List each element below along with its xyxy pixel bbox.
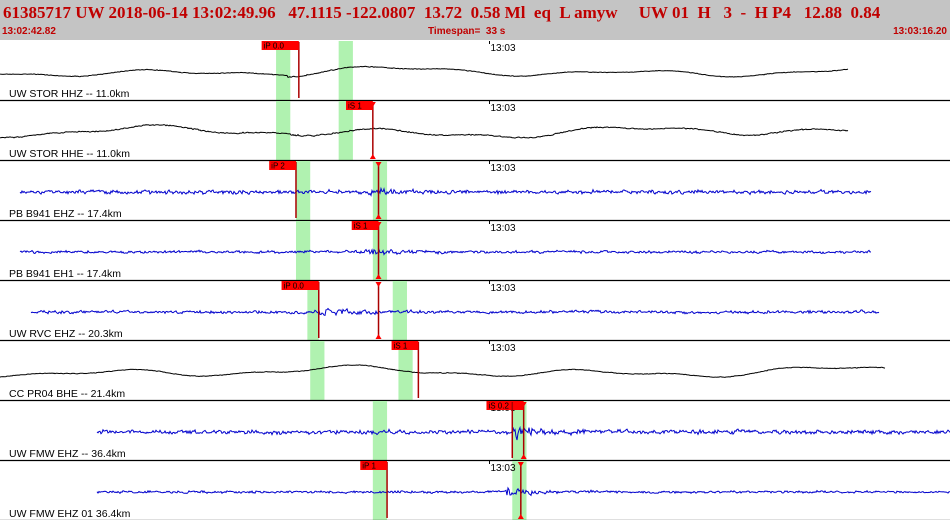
phase-window (276, 101, 291, 160)
phase-pick-flag[interactable] (360, 461, 388, 470)
phase-window (398, 341, 413, 400)
waveform (19, 247, 872, 256)
phase-window (372, 161, 388, 220)
trace-row[interactable]: 13:03 iS 1 CC PR04 BHE -- 21.4km (0, 341, 950, 402)
phase-pick-label: iP 1 (362, 462, 376, 471)
phase-pick-flag[interactable] (281, 281, 319, 290)
waveform (19, 186, 872, 197)
phase-window (372, 401, 388, 460)
phase-window (310, 341, 325, 400)
pick-bottom-marker (520, 454, 527, 459)
phase-pick-flag[interactable] (351, 221, 379, 230)
pick-top-marker (375, 222, 382, 227)
trace-row[interactable]: 13:03 iP 2 PB B941 EHZ -- 17.4km (0, 161, 950, 222)
station-label: PB B941 EH1 -- 17.4km (9, 268, 121, 280)
phase-window (276, 41, 291, 100)
pick-bottom-marker (375, 334, 382, 339)
event-header: 61385717 UW 2018-06-14 13:02:49.96 47.11… (0, 0, 950, 40)
seismogram-panel[interactable]: 13:03 iP 0.0 UW STOR HHZ -- 11.0km 13:03 iS … (0, 40, 950, 520)
phase-window (338, 41, 353, 100)
phase-pick-label: iS 1 (354, 222, 368, 231)
waveform (96, 486, 950, 497)
phase-window (295, 161, 311, 220)
trace-row[interactable]: 13:03 iP 0.0 UW RVC EHZ -- 20.3km (0, 281, 950, 342)
phase-window (338, 101, 353, 160)
pick-top-marker (517, 462, 524, 467)
pick-top-marker (375, 162, 382, 167)
phase-pick-flag[interactable] (346, 101, 373, 110)
pick-bottom-marker (369, 154, 376, 159)
pick-top-marker (369, 102, 376, 107)
phase-pick-label: iS 0.2 (488, 402, 509, 411)
timespan-label: Timespan= 33 s (428, 26, 506, 37)
phase-pick-label: iS 1 (394, 342, 408, 351)
phase-pick-flag[interactable] (486, 401, 524, 410)
phase-window (307, 281, 319, 340)
waveform (30, 307, 880, 317)
minute-mark-label: 13:03 (491, 103, 516, 114)
waveform (0, 364, 886, 378)
waveform (0, 124, 849, 139)
pick-bottom-marker (375, 214, 382, 219)
phase-window (372, 221, 388, 280)
station-label: CC PR04 BHE -- 21.4km (9, 388, 125, 400)
phase-pick-flag[interactable] (269, 161, 296, 170)
station-label: UW FMW EHZ 01 36.4km (9, 508, 131, 520)
pick-top-marker (520, 402, 527, 407)
trace-row[interactable]: 13:03 iP 1 UW FMW EHZ 01 36.4km (0, 461, 950, 520)
phase-pick-label: iP 2 (271, 162, 285, 171)
phase-window (295, 221, 311, 280)
waveform (0, 65, 849, 78)
phase-pick-label: iP 0.0 (284, 282, 305, 291)
trace-row[interactable]: 13:03 iS 1 PB B941 EH1 -- 17.4km (0, 221, 950, 282)
pick-top-marker (375, 282, 382, 287)
window-end-time: 13:03:16.20 (893, 26, 947, 37)
trace-row[interactable]: 13:03 iS 1 UW STOR HHE -- 11.0km (0, 101, 950, 162)
pick-bottom-marker (375, 274, 382, 279)
minute-mark-label: 13:03 (491, 283, 516, 294)
station-label: UW RVC EHZ -- 20.3km (9, 328, 123, 340)
station-label: PB B941 EHZ -- 17.4km (9, 208, 122, 220)
event-info-line: 61385717 UW 2018-06-14 13:02:49.96 47.11… (3, 3, 881, 22)
station-label: UW STOR HHE -- 11.0km (9, 148, 130, 160)
station-label: UW STOR HHZ -- 11.0km (9, 88, 130, 100)
minute-mark-label: 13:03 (491, 163, 516, 174)
station-label: UW FMW EHZ -- 36.4km (9, 448, 126, 460)
phase-pick-flag[interactable] (261, 41, 299, 50)
phase-pick-label: iS 1 (348, 102, 362, 111)
phase-window (372, 461, 388, 520)
phase-pick-label: iP 0.0 (264, 42, 285, 51)
minute-mark-label: 13:03 (491, 463, 516, 474)
window-start-time: 13:02:42.82 (2, 26, 56, 37)
minute-mark-label: 13:03 (491, 223, 516, 234)
phase-window (392, 281, 407, 340)
pick-bottom-marker (517, 514, 524, 519)
phase-pick-flag[interactable] (391, 341, 419, 350)
minute-mark-label: 13:03 (491, 43, 516, 54)
minute-mark-label: 13:03 (491, 343, 516, 354)
trace-row[interactable]: 13:03 iP 0.0 UW STOR HHZ -- 11.0km (0, 41, 950, 102)
